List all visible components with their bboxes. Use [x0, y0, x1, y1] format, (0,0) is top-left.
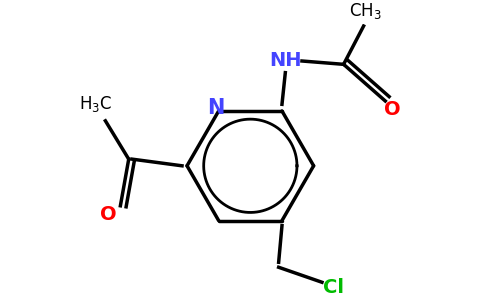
Text: N: N: [207, 98, 224, 118]
Text: O: O: [384, 100, 400, 119]
Text: Cl: Cl: [323, 278, 344, 297]
Text: CH$_3$: CH$_3$: [349, 1, 382, 21]
Text: NH: NH: [269, 52, 302, 70]
Text: H$_3$C: H$_3$C: [79, 94, 112, 114]
Text: O: O: [100, 205, 117, 224]
